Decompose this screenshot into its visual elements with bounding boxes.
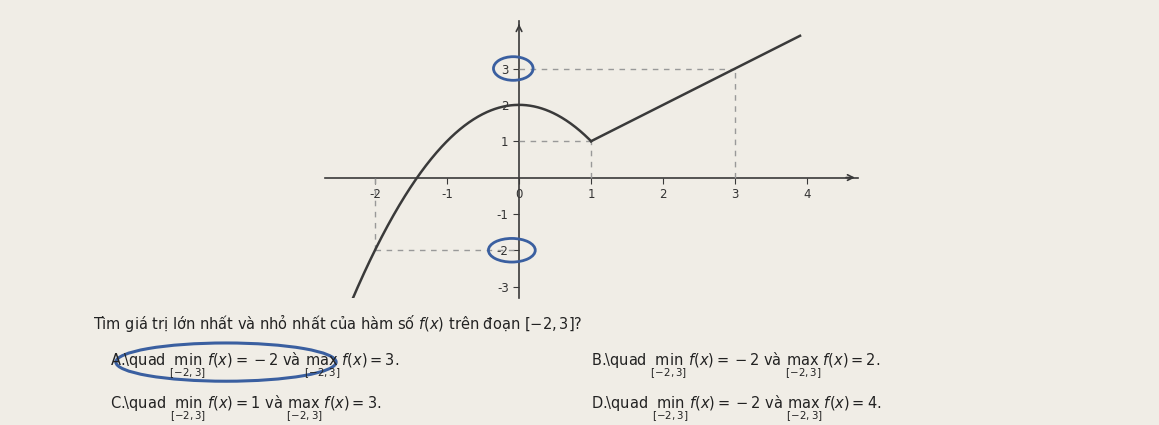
Text: D.\quad $\underset{[-2,3]}{\min}\,f(x)=-2$ và $\underset{[-2,3]}{\max}\,f(x)=4$.: D.\quad $\underset{[-2,3]}{\min}\,f(x)=-… xyxy=(591,393,882,423)
Text: B.\quad $\underset{[-2,3]}{\min}\,f(x)=-2$ và $\underset{[-2,3]}{\max}\,f(x)=2$.: B.\quad $\underset{[-2,3]}{\min}\,f(x)=-… xyxy=(591,351,881,380)
Text: A.\quad $\underset{[-2,3]}{\min}\,f(x)=-2$ và $\underset{[-2,3]}{\max}\,f(x)=3$.: A.\quad $\underset{[-2,3]}{\min}\,f(x)=-… xyxy=(110,351,400,380)
Text: Tìm giá trị lớn nhất và nhỏ nhất của hàm số $f(x)$ trên đoạn $[-2,3]$?: Tìm giá trị lớn nhất và nhỏ nhất của hàm… xyxy=(93,312,582,334)
Text: C.\quad $\underset{[-2,3]}{\min}\,f(x)=1$ và $\underset{[-2,3]}{\max}\,f(x)=3$.: C.\quad $\underset{[-2,3]}{\min}\,f(x)=1… xyxy=(110,393,381,423)
